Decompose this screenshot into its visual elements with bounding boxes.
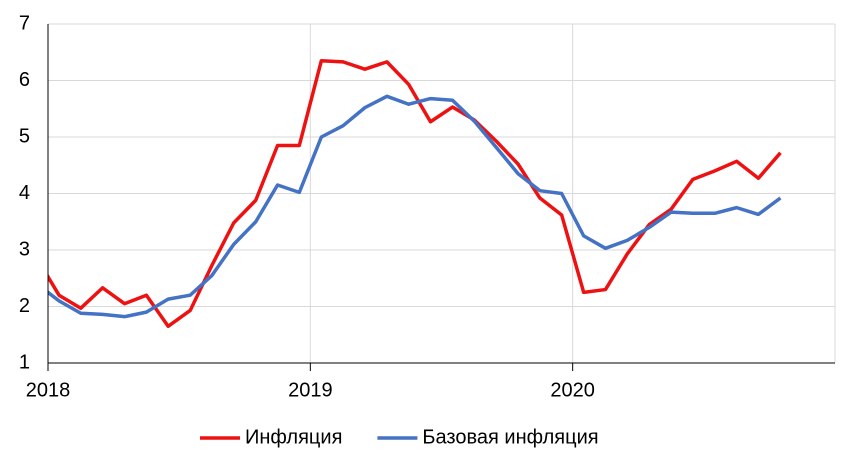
legend: Инфляция Базовая инфляция bbox=[200, 426, 599, 448]
axes: 1 2 3 4 5 6 7 2018 2019 2020 bbox=[19, 12, 835, 401]
legend-label: Базовая инфляция bbox=[422, 426, 598, 448]
legend-label: Инфляция bbox=[245, 426, 342, 448]
y-tick-label: 7 bbox=[19, 12, 30, 34]
lines bbox=[48, 58, 782, 329]
grid bbox=[47, 23, 835, 364]
x-tick-label: 2019 bbox=[288, 379, 333, 401]
y-tick-label: 6 bbox=[19, 69, 30, 91]
y-tick-label: 3 bbox=[19, 238, 30, 260]
series-line bbox=[48, 58, 782, 329]
y-tick-label: 5 bbox=[19, 125, 30, 147]
y-tick-label: 2 bbox=[19, 295, 30, 317]
x-tick-label: 2018 bbox=[26, 379, 71, 401]
series-line bbox=[48, 94, 782, 319]
y-tick-label: 4 bbox=[19, 182, 30, 204]
x-tick-label: 2020 bbox=[550, 379, 595, 401]
y-tick-label: 1 bbox=[19, 351, 30, 373]
